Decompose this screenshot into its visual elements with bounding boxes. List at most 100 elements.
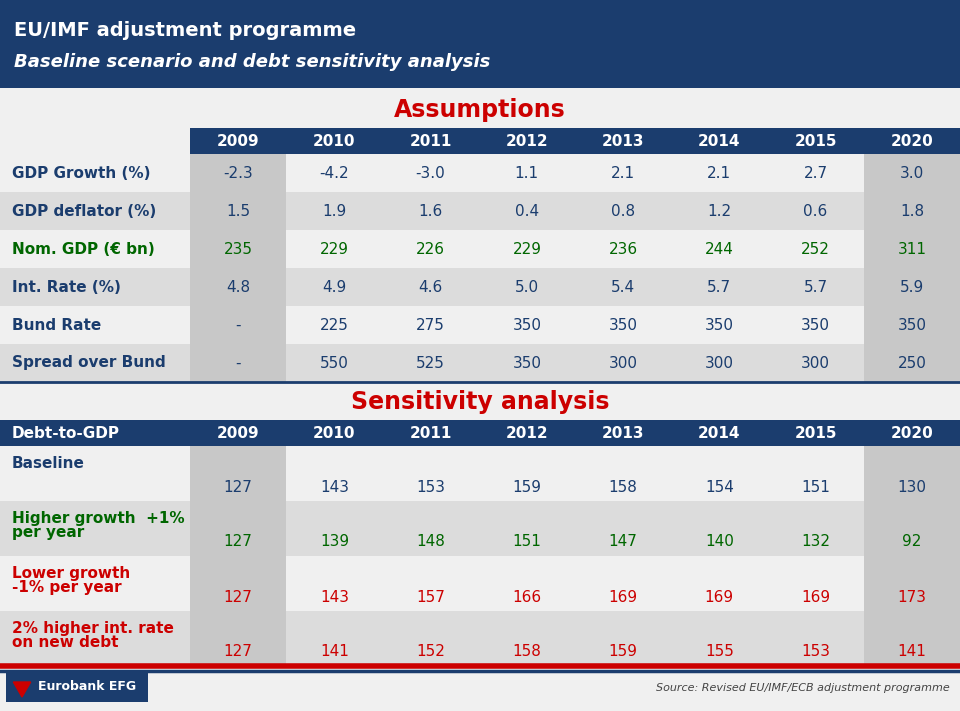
Text: 2015: 2015 — [794, 425, 837, 441]
Bar — [864, 230, 960, 268]
Bar — [0, 268, 960, 306]
Text: 5.4: 5.4 — [612, 279, 636, 294]
Text: 157: 157 — [417, 589, 445, 604]
Bar — [0, 446, 960, 501]
Text: 311: 311 — [898, 242, 926, 257]
Text: Bund Rate: Bund Rate — [12, 318, 101, 333]
Text: 229: 229 — [320, 242, 348, 257]
Text: 2010: 2010 — [313, 134, 355, 149]
Bar — [0, 230, 960, 268]
Bar — [864, 268, 960, 306]
Text: 300: 300 — [705, 356, 733, 370]
Bar — [864, 611, 960, 666]
Text: 2010: 2010 — [313, 425, 355, 441]
Text: -4.2: -4.2 — [320, 166, 349, 181]
Bar — [190, 446, 286, 501]
Text: 2.1: 2.1 — [612, 166, 636, 181]
Bar — [864, 446, 960, 501]
Bar — [190, 501, 286, 556]
Text: 153: 153 — [802, 644, 830, 660]
Bar — [0, 306, 960, 344]
Text: 169: 169 — [801, 589, 830, 604]
Text: 350: 350 — [609, 318, 637, 333]
Text: 127: 127 — [224, 535, 252, 550]
Bar — [0, 0, 960, 88]
Text: 0.4: 0.4 — [515, 203, 539, 218]
Text: per year: per year — [12, 525, 84, 540]
Text: 275: 275 — [417, 318, 445, 333]
Bar — [864, 192, 960, 230]
Text: 152: 152 — [417, 644, 445, 660]
Text: 5.9: 5.9 — [900, 279, 924, 294]
Text: -3.0: -3.0 — [416, 166, 445, 181]
Text: 350: 350 — [513, 318, 541, 333]
Text: -: - — [235, 318, 241, 333]
Text: 244: 244 — [705, 242, 733, 257]
Bar — [864, 501, 960, 556]
Text: 1.5: 1.5 — [226, 203, 251, 218]
Bar — [864, 344, 960, 382]
Text: 4.6: 4.6 — [419, 279, 443, 294]
Text: Int. Rate (%): Int. Rate (%) — [12, 279, 121, 294]
Text: 141: 141 — [320, 644, 348, 660]
Text: 2015: 2015 — [794, 134, 837, 149]
Bar — [0, 192, 960, 230]
Text: 169: 169 — [705, 589, 734, 604]
Text: 159: 159 — [609, 644, 637, 660]
Text: 1.1: 1.1 — [515, 166, 539, 181]
Text: 525: 525 — [417, 356, 445, 370]
Text: 151: 151 — [513, 535, 541, 550]
Text: 148: 148 — [417, 535, 445, 550]
Text: Higher growth  +1%: Higher growth +1% — [12, 511, 184, 526]
Bar — [190, 611, 286, 666]
Bar — [190, 192, 286, 230]
Text: 127: 127 — [224, 589, 252, 604]
Text: 2.1: 2.1 — [708, 166, 732, 181]
Bar — [190, 128, 960, 154]
Text: 158: 158 — [513, 644, 541, 660]
Text: 350: 350 — [802, 318, 830, 333]
Text: 169: 169 — [609, 589, 637, 604]
Text: 173: 173 — [898, 589, 926, 604]
Text: 236: 236 — [609, 242, 637, 257]
Text: 1.9: 1.9 — [323, 203, 347, 218]
Text: on new debt: on new debt — [12, 635, 118, 650]
Text: 130: 130 — [898, 479, 926, 494]
Text: 350: 350 — [513, 356, 541, 370]
Text: 2012: 2012 — [506, 425, 548, 441]
Text: Spread over Bund: Spread over Bund — [12, 356, 166, 370]
Text: 4.8: 4.8 — [226, 279, 251, 294]
Text: Baseline: Baseline — [12, 456, 84, 471]
Bar — [190, 268, 286, 306]
Text: 2009: 2009 — [217, 134, 259, 149]
Text: Sensitivity analysis: Sensitivity analysis — [350, 390, 610, 414]
Text: Source: Revised EU/IMF/ECB adjustment programme: Source: Revised EU/IMF/ECB adjustment pr… — [657, 683, 950, 693]
Bar — [190, 556, 286, 611]
Text: 2012: 2012 — [506, 134, 548, 149]
Text: -: - — [235, 356, 241, 370]
Text: 141: 141 — [898, 644, 926, 660]
Text: 252: 252 — [802, 242, 830, 257]
Text: 350: 350 — [705, 318, 733, 333]
Text: 300: 300 — [609, 356, 637, 370]
Bar — [0, 611, 960, 666]
Text: 1.2: 1.2 — [708, 203, 732, 218]
Text: 1.8: 1.8 — [900, 203, 924, 218]
Text: 147: 147 — [609, 535, 637, 550]
Text: 127: 127 — [224, 479, 252, 494]
Text: 250: 250 — [898, 356, 926, 370]
Bar — [190, 154, 286, 192]
Bar — [864, 154, 960, 192]
Bar — [190, 306, 286, 344]
Text: 143: 143 — [320, 479, 348, 494]
Text: -1% per year: -1% per year — [12, 580, 122, 595]
Text: Assumptions: Assumptions — [395, 98, 565, 122]
Text: 2% higher int. rate: 2% higher int. rate — [12, 621, 174, 636]
Text: Nom. GDP (€ bn): Nom. GDP (€ bn) — [12, 242, 155, 257]
Text: 2014: 2014 — [698, 134, 740, 149]
Text: 2014: 2014 — [698, 425, 740, 441]
Text: 2009: 2009 — [217, 425, 259, 441]
Text: 153: 153 — [416, 479, 445, 494]
Text: 300: 300 — [802, 356, 830, 370]
Text: 132: 132 — [802, 535, 830, 550]
